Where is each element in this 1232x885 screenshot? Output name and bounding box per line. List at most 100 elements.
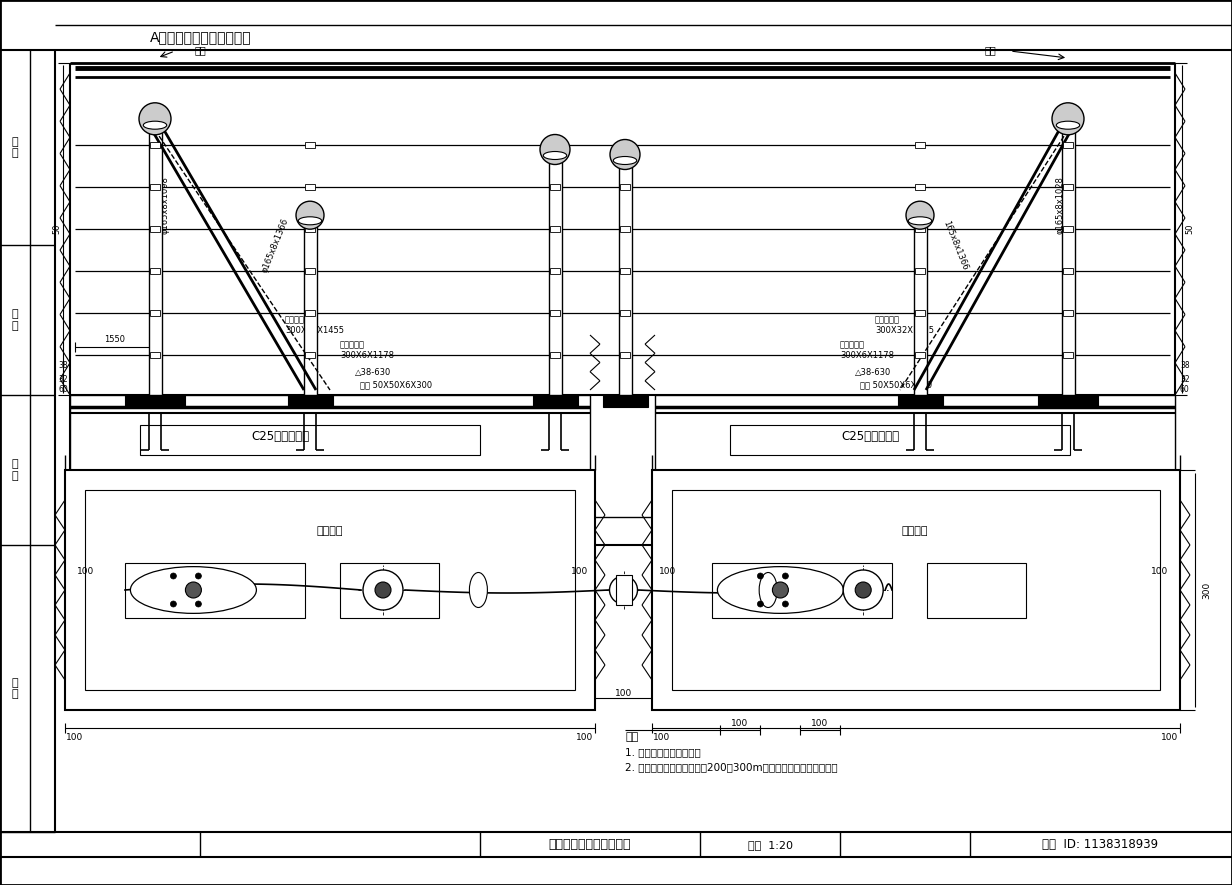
Circle shape bbox=[185, 582, 201, 598]
Bar bbox=[1063, 352, 1073, 358]
Bar bbox=[150, 226, 160, 232]
Bar bbox=[620, 310, 630, 316]
Text: △38-630: △38-630 bbox=[355, 367, 392, 376]
Bar bbox=[150, 142, 160, 148]
Ellipse shape bbox=[614, 157, 637, 165]
Text: 编
制: 编 制 bbox=[11, 136, 18, 158]
Text: 100: 100 bbox=[1152, 567, 1169, 576]
Bar bbox=[287, 395, 333, 407]
Text: 复
核: 复 核 bbox=[11, 459, 18, 481]
Circle shape bbox=[782, 573, 788, 579]
Bar bbox=[915, 142, 925, 148]
Bar bbox=[652, 470, 1180, 710]
Text: 32: 32 bbox=[1180, 375, 1190, 384]
Text: 100: 100 bbox=[812, 719, 829, 727]
Text: 50: 50 bbox=[53, 224, 62, 235]
Bar bbox=[1063, 226, 1073, 232]
Text: 砂砾垫层: 砂砾垫层 bbox=[902, 526, 928, 536]
Bar bbox=[549, 184, 561, 190]
Bar bbox=[306, 142, 315, 148]
Text: 砂砾垫层: 砂砾垫层 bbox=[317, 526, 344, 536]
Bar bbox=[1063, 310, 1073, 316]
Bar bbox=[671, 490, 1161, 690]
Bar bbox=[124, 563, 306, 618]
Circle shape bbox=[540, 135, 570, 165]
Text: 审
核: 审 核 bbox=[11, 309, 18, 331]
Text: 50: 50 bbox=[1185, 224, 1195, 235]
Text: 图号  ID: 1138318939: 图号 ID: 1138318939 bbox=[1042, 838, 1158, 851]
Bar bbox=[915, 352, 925, 358]
Text: 100: 100 bbox=[732, 719, 749, 727]
Text: 加劲法兰盘
300X32X1455: 加劲法兰盘 300X32X1455 bbox=[285, 315, 344, 335]
Circle shape bbox=[855, 582, 871, 598]
Bar bbox=[306, 184, 315, 190]
Bar bbox=[549, 226, 561, 232]
Bar bbox=[150, 268, 160, 274]
Bar bbox=[620, 142, 630, 148]
Circle shape bbox=[758, 573, 764, 579]
Text: 焊接: 焊接 bbox=[195, 45, 206, 55]
Text: 38: 38 bbox=[1180, 360, 1190, 370]
Ellipse shape bbox=[131, 566, 256, 613]
Text: φ165x8x1028: φ165x8x1028 bbox=[1056, 176, 1064, 234]
Ellipse shape bbox=[469, 573, 488, 607]
Circle shape bbox=[843, 570, 883, 610]
Bar bbox=[150, 310, 160, 316]
Circle shape bbox=[782, 601, 788, 607]
Text: 设
计: 设 计 bbox=[11, 678, 18, 699]
Text: φ140x4.5x2290: φ140x4.5x2290 bbox=[552, 192, 561, 258]
Ellipse shape bbox=[717, 566, 844, 613]
Circle shape bbox=[170, 601, 176, 607]
Bar bbox=[1063, 142, 1073, 148]
Text: C25现浇混凝土: C25现浇混凝土 bbox=[251, 429, 309, 442]
Text: 缆索护栏中间端部结构图: 缆索护栏中间端部结构图 bbox=[548, 838, 631, 851]
Text: 100: 100 bbox=[572, 567, 589, 576]
Circle shape bbox=[196, 601, 201, 607]
Bar bbox=[306, 310, 315, 316]
Bar bbox=[549, 352, 561, 358]
Text: 100: 100 bbox=[78, 567, 95, 576]
Text: 比例  1:20: 比例 1:20 bbox=[748, 840, 792, 850]
Circle shape bbox=[170, 573, 176, 579]
Text: 底座法兰盘
300X6X1178: 底座法兰盘 300X6X1178 bbox=[340, 341, 394, 359]
Text: 100: 100 bbox=[615, 689, 632, 697]
Bar bbox=[149, 130, 161, 395]
Text: 100: 100 bbox=[1162, 733, 1179, 742]
Circle shape bbox=[758, 601, 764, 607]
Text: 60: 60 bbox=[1180, 386, 1190, 395]
Ellipse shape bbox=[1056, 121, 1079, 129]
Text: 注：: 注： bbox=[625, 732, 638, 742]
Ellipse shape bbox=[543, 151, 567, 159]
Text: 100: 100 bbox=[577, 733, 594, 742]
Bar bbox=[620, 268, 630, 274]
Bar bbox=[616, 575, 632, 605]
Bar bbox=[655, 517, 1175, 545]
Text: 底座法兰盘
300X6X1178: 底座法兰盘 300X6X1178 bbox=[840, 341, 894, 359]
Text: 32: 32 bbox=[58, 375, 68, 384]
Ellipse shape bbox=[908, 217, 931, 225]
Circle shape bbox=[618, 585, 628, 595]
Circle shape bbox=[375, 582, 391, 598]
Text: 角钢 50X50X6X300: 角钢 50X50X6X300 bbox=[860, 381, 933, 389]
Bar bbox=[549, 142, 561, 148]
Bar bbox=[620, 226, 630, 232]
Bar bbox=[549, 310, 561, 316]
Bar bbox=[1063, 184, 1073, 190]
Circle shape bbox=[363, 570, 403, 610]
Bar bbox=[549, 268, 561, 274]
Text: 100: 100 bbox=[653, 733, 670, 742]
Bar bbox=[65, 470, 595, 710]
Text: 100: 100 bbox=[659, 567, 676, 576]
Bar bbox=[655, 395, 1175, 545]
Text: 1. 图中尺寸均以毫米计。: 1. 图中尺寸均以毫米计。 bbox=[625, 747, 701, 757]
Text: 38: 38 bbox=[58, 360, 68, 370]
Text: φ165x8x1366: φ165x8x1366 bbox=[260, 216, 290, 273]
Bar bbox=[548, 160, 562, 395]
Bar bbox=[915, 310, 925, 316]
Bar bbox=[303, 225, 317, 395]
Bar bbox=[897, 395, 942, 407]
Bar bbox=[340, 563, 439, 618]
Text: 165x8x1366: 165x8x1366 bbox=[941, 219, 970, 271]
Ellipse shape bbox=[759, 573, 777, 607]
Bar bbox=[602, 395, 648, 407]
